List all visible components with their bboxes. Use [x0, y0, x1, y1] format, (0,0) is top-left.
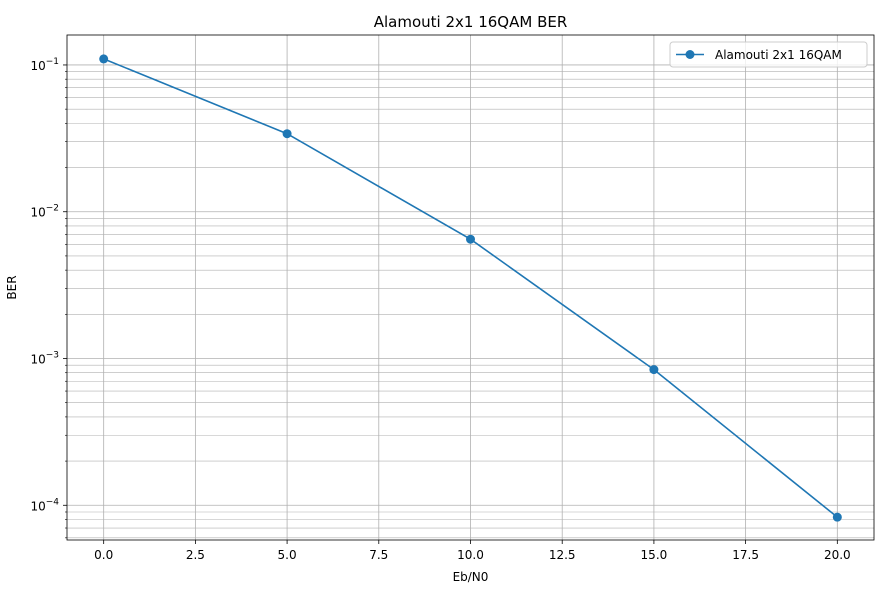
- legend-label: Alamouti 2x1 16QAM: [715, 48, 842, 62]
- x-axis-label: Eb/N0: [453, 570, 489, 584]
- data-point: [466, 234, 475, 244]
- x-tick-label: 7.5: [369, 548, 388, 562]
- legend: Alamouti 2x1 16QAM: [669, 41, 868, 68]
- data-point: [649, 365, 659, 375]
- x-tick-label: 15.0: [641, 548, 668, 562]
- y-axis-label: BER: [5, 275, 19, 299]
- y-tick-label: 10−4: [30, 497, 59, 513]
- x-tick-label: 10.0: [457, 548, 484, 562]
- x-tick-label: 12.5: [549, 548, 576, 562]
- data-point: [99, 54, 109, 64]
- data-point: [832, 512, 842, 522]
- x-tick-label: 5.0: [278, 548, 297, 562]
- x-tick-label: 2.5: [186, 548, 205, 562]
- y-tick-label: 10−2: [30, 204, 59, 220]
- x-tick-label: 20.0: [824, 548, 851, 562]
- x-tick-label: 0.0: [94, 548, 113, 562]
- series-layer: [99, 54, 842, 522]
- x-tick-label: 17.5: [732, 548, 759, 562]
- legend-box: [669, 41, 868, 68]
- y-tick-label: 10−3: [30, 351, 59, 367]
- chart-title: Alamouti 2x1 16QAM BER: [374, 13, 568, 31]
- y-tick-label: 10−1: [30, 57, 59, 73]
- legend-marker-sample: [685, 50, 695, 59]
- data-point: [282, 129, 292, 139]
- axis-ticks: 0.0 2.5 5.0 7.5 10.0 12.5 15.0 17.5 20.0 10−1 10−2…: [30, 57, 850, 562]
